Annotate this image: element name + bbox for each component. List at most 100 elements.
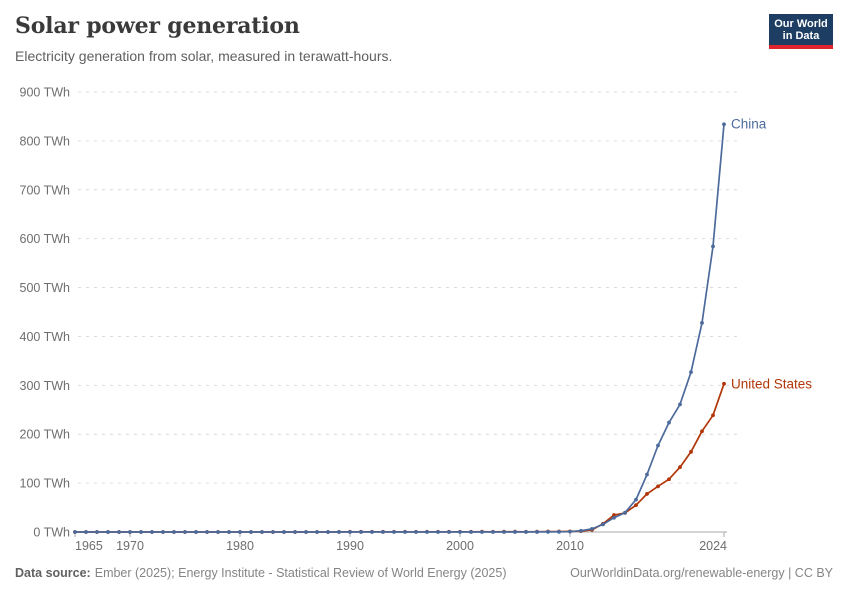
x-axis-tick-label: 2010 — [556, 539, 584, 553]
data-point — [436, 530, 440, 534]
data-point — [392, 530, 396, 534]
data-point — [216, 530, 220, 534]
y-axis-tick-label: 100 TWh — [20, 477, 71, 491]
data-point — [238, 530, 242, 534]
data-point — [304, 530, 308, 534]
y-axis-tick-label: 0 TWh — [33, 526, 70, 540]
data-point — [667, 477, 671, 482]
data-source-label: Data source: — [15, 566, 91, 580]
data-point — [656, 443, 660, 448]
data-point — [689, 370, 693, 375]
data-point — [579, 528, 583, 533]
x-axis-tick-label: 1990 — [336, 539, 364, 553]
data-point — [590, 527, 594, 531]
data-point — [271, 530, 275, 534]
y-axis-tick-label: 800 TWh — [20, 134, 71, 148]
y-axis-tick-label: 500 TWh — [20, 281, 71, 295]
series-line-china — [74, 123, 725, 533]
data-point — [700, 429, 704, 434]
data-point — [656, 484, 660, 489]
data-point — [359, 530, 363, 534]
data-point — [711, 413, 715, 418]
data-point — [458, 530, 462, 534]
x-axis-tick-label: 1980 — [226, 539, 254, 553]
data-point — [139, 530, 143, 534]
data-point — [337, 530, 341, 534]
data-point — [546, 530, 550, 534]
data-point — [667, 420, 671, 425]
data-point — [326, 530, 330, 534]
data-source: Data source: Ember (2025); Energy Institu… — [15, 566, 506, 580]
x-axis-tick-label: 1970 — [116, 539, 144, 553]
data-point — [150, 530, 154, 534]
y-axis-tick-label: 900 TWh — [20, 86, 71, 100]
data-point — [678, 465, 682, 470]
data-point — [722, 381, 726, 386]
data-point — [106, 530, 110, 534]
x-axis-tick-label: 1965 — [75, 539, 103, 553]
data-point — [645, 472, 649, 477]
owid-link[interactable]: OurWorldinData.org/renewable-energy | CC… — [570, 566, 833, 580]
data-point — [282, 530, 286, 534]
data-point — [557, 529, 561, 534]
chart-subtitle: Electricity generation from solar, measu… — [15, 48, 393, 64]
data-point — [128, 530, 132, 534]
data-point — [95, 530, 99, 534]
data-point — [722, 122, 726, 127]
data-point — [480, 530, 484, 534]
data-point — [227, 530, 231, 534]
data-point — [425, 530, 429, 534]
data-point — [513, 530, 517, 534]
data-point — [678, 402, 682, 407]
data-point — [711, 244, 715, 249]
x-axis-tick-label: 2000 — [446, 539, 474, 553]
data-point — [612, 515, 616, 520]
data-point — [260, 530, 264, 534]
data-point — [370, 530, 374, 534]
data-point — [403, 530, 407, 534]
data-point — [700, 320, 704, 325]
data-point — [183, 530, 187, 534]
y-axis-tick-label: 300 TWh — [20, 379, 71, 393]
data-point — [502, 530, 506, 534]
y-axis-tick-label: 700 TWh — [20, 183, 71, 197]
data-point — [645, 492, 649, 496]
data-point — [535, 530, 539, 534]
data-point — [414, 530, 418, 534]
data-point — [161, 530, 165, 534]
owid-logo-line1: Our World — [774, 17, 828, 30]
page-title: Solar power generation — [15, 13, 300, 39]
x-axis-tick-label: 2024 — [699, 539, 727, 553]
data-point — [634, 503, 638, 508]
data-point — [172, 530, 176, 534]
data-point — [447, 530, 451, 534]
data-point — [689, 449, 693, 454]
series-label-united-states: United States — [731, 376, 812, 391]
data-point — [73, 530, 77, 534]
data-point — [194, 530, 198, 534]
data-point — [205, 530, 209, 534]
data-point — [315, 530, 319, 534]
data-point — [293, 530, 297, 534]
y-axis-tick-label: 200 TWh — [20, 428, 71, 442]
data-point — [601, 522, 605, 527]
data-point — [612, 513, 616, 517]
data-point — [524, 530, 528, 534]
owid-logo-line2: in Data — [782, 29, 820, 42]
owid-logo: Our World in Data — [769, 14, 833, 49]
series-label-china: China — [731, 117, 767, 132]
data-point — [623, 510, 627, 515]
y-axis-tick-label: 600 TWh — [20, 232, 71, 246]
data-point — [84, 530, 88, 534]
data-point — [634, 497, 638, 502]
data-point — [348, 530, 352, 534]
data-point — [491, 530, 495, 534]
data-point — [469, 530, 473, 534]
data-point — [568, 529, 572, 534]
data-point — [381, 530, 385, 534]
data-point — [117, 530, 121, 534]
data-point — [249, 530, 253, 534]
chart-footer: Data source: Ember (2025); Energy Institu… — [15, 566, 833, 580]
